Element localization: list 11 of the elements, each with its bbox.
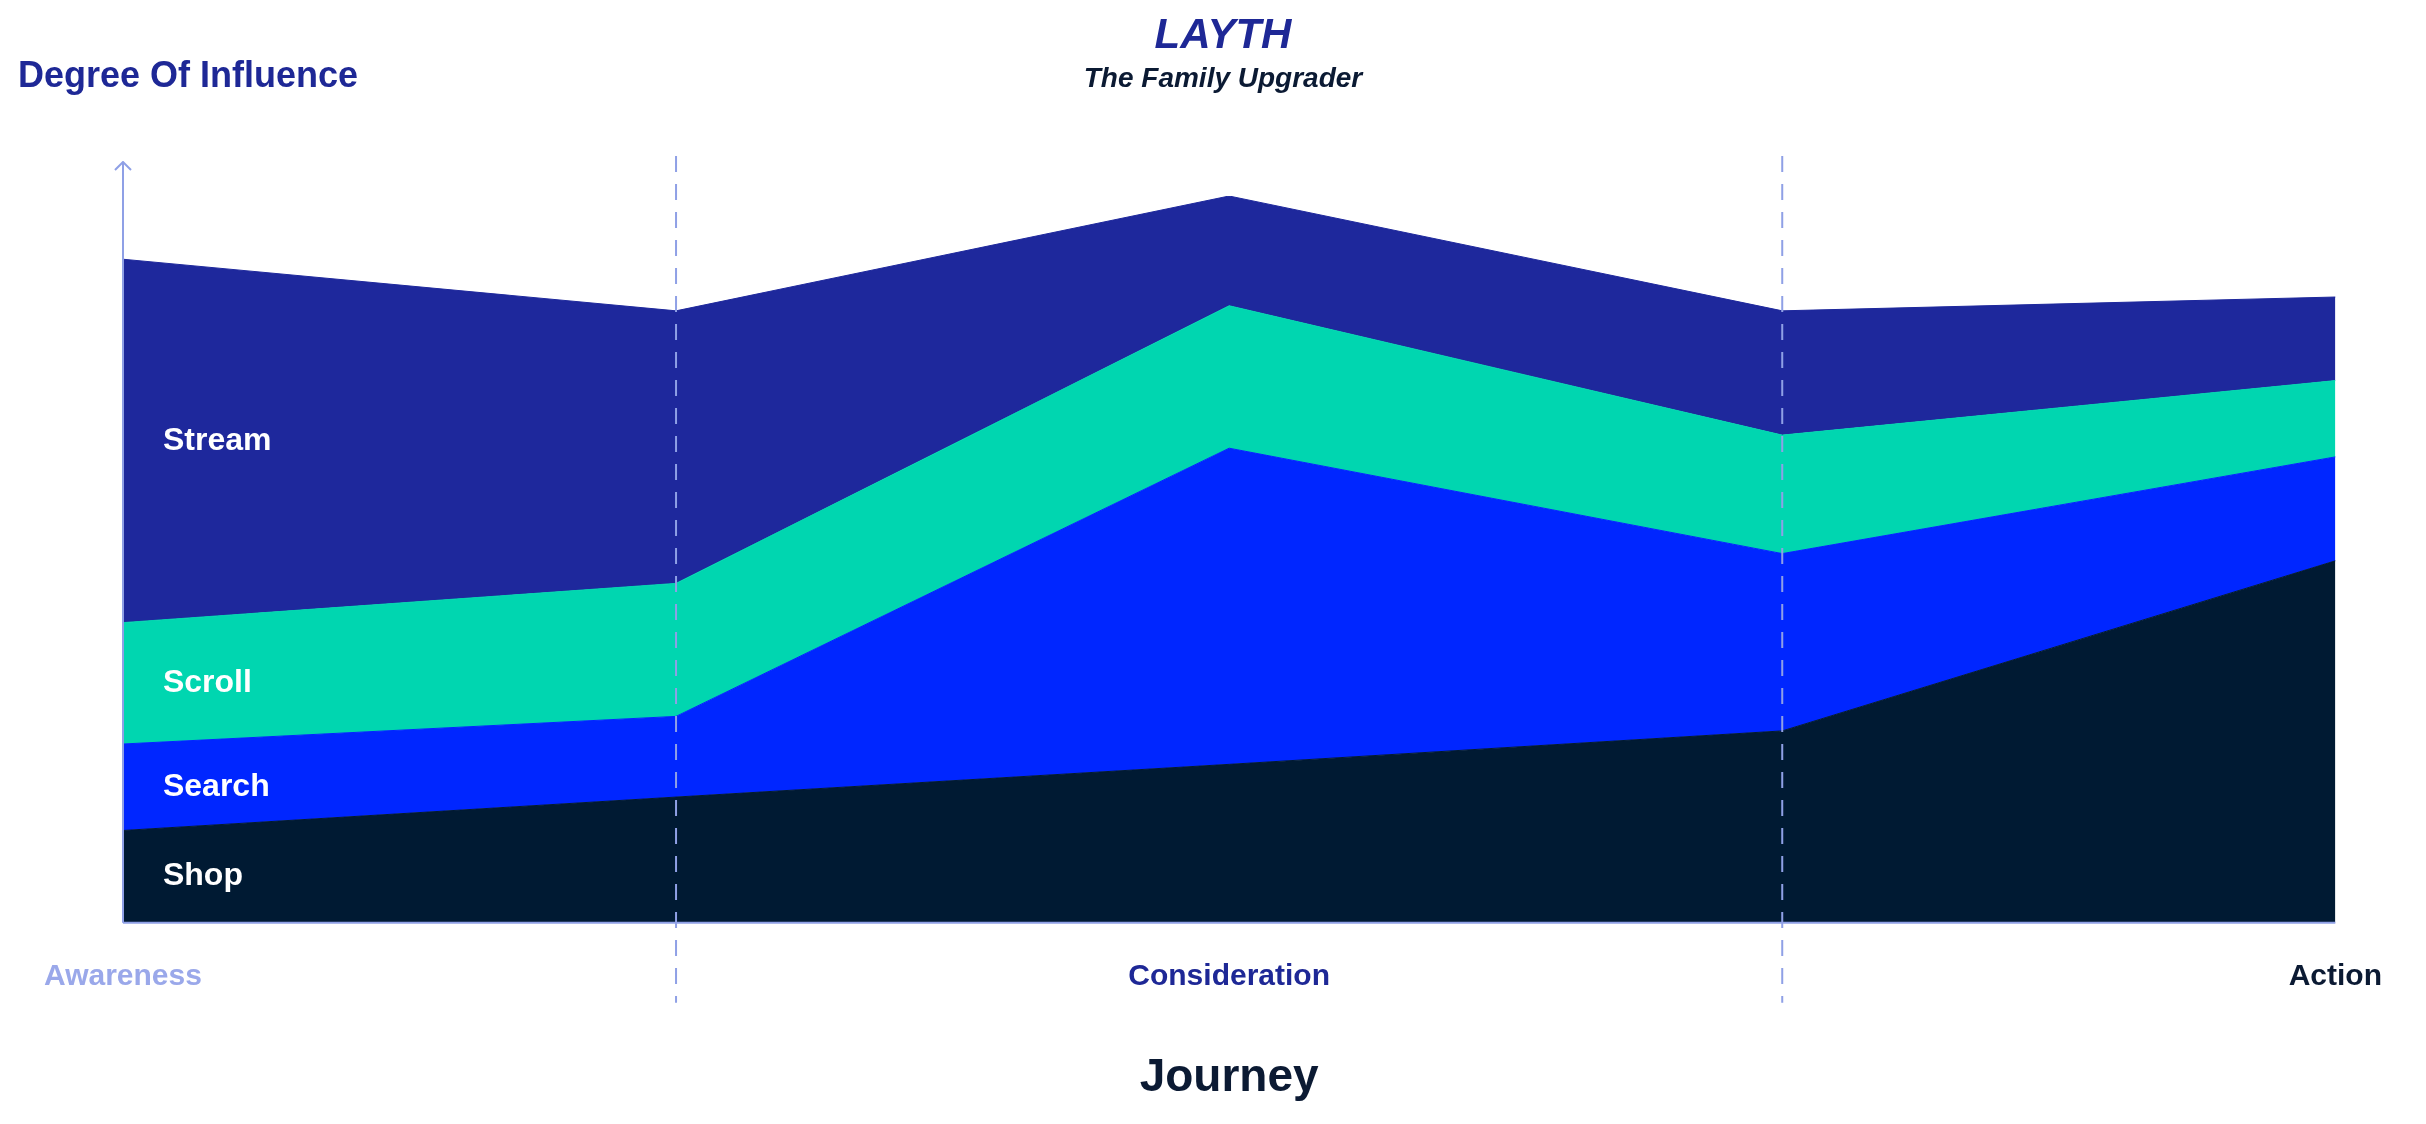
chart-subtitle: The Family Upgrader [1083, 61, 1363, 95]
x-tick-label: Action [2288, 958, 2382, 992]
x-axis-title: Journey [1139, 1049, 1320, 1102]
chart-title: LAYTH [1153, 9, 1293, 59]
x-tick-label: Consideration [1128, 958, 1330, 992]
series-label: Stream [162, 420, 272, 457]
series-label: Shop [162, 856, 243, 893]
series-label: Scroll [162, 663, 252, 700]
x-tick-label: Awareness [44, 958, 202, 992]
y-axis-title: Degree Of Influence [18, 54, 359, 96]
series-label: Search [162, 767, 270, 804]
